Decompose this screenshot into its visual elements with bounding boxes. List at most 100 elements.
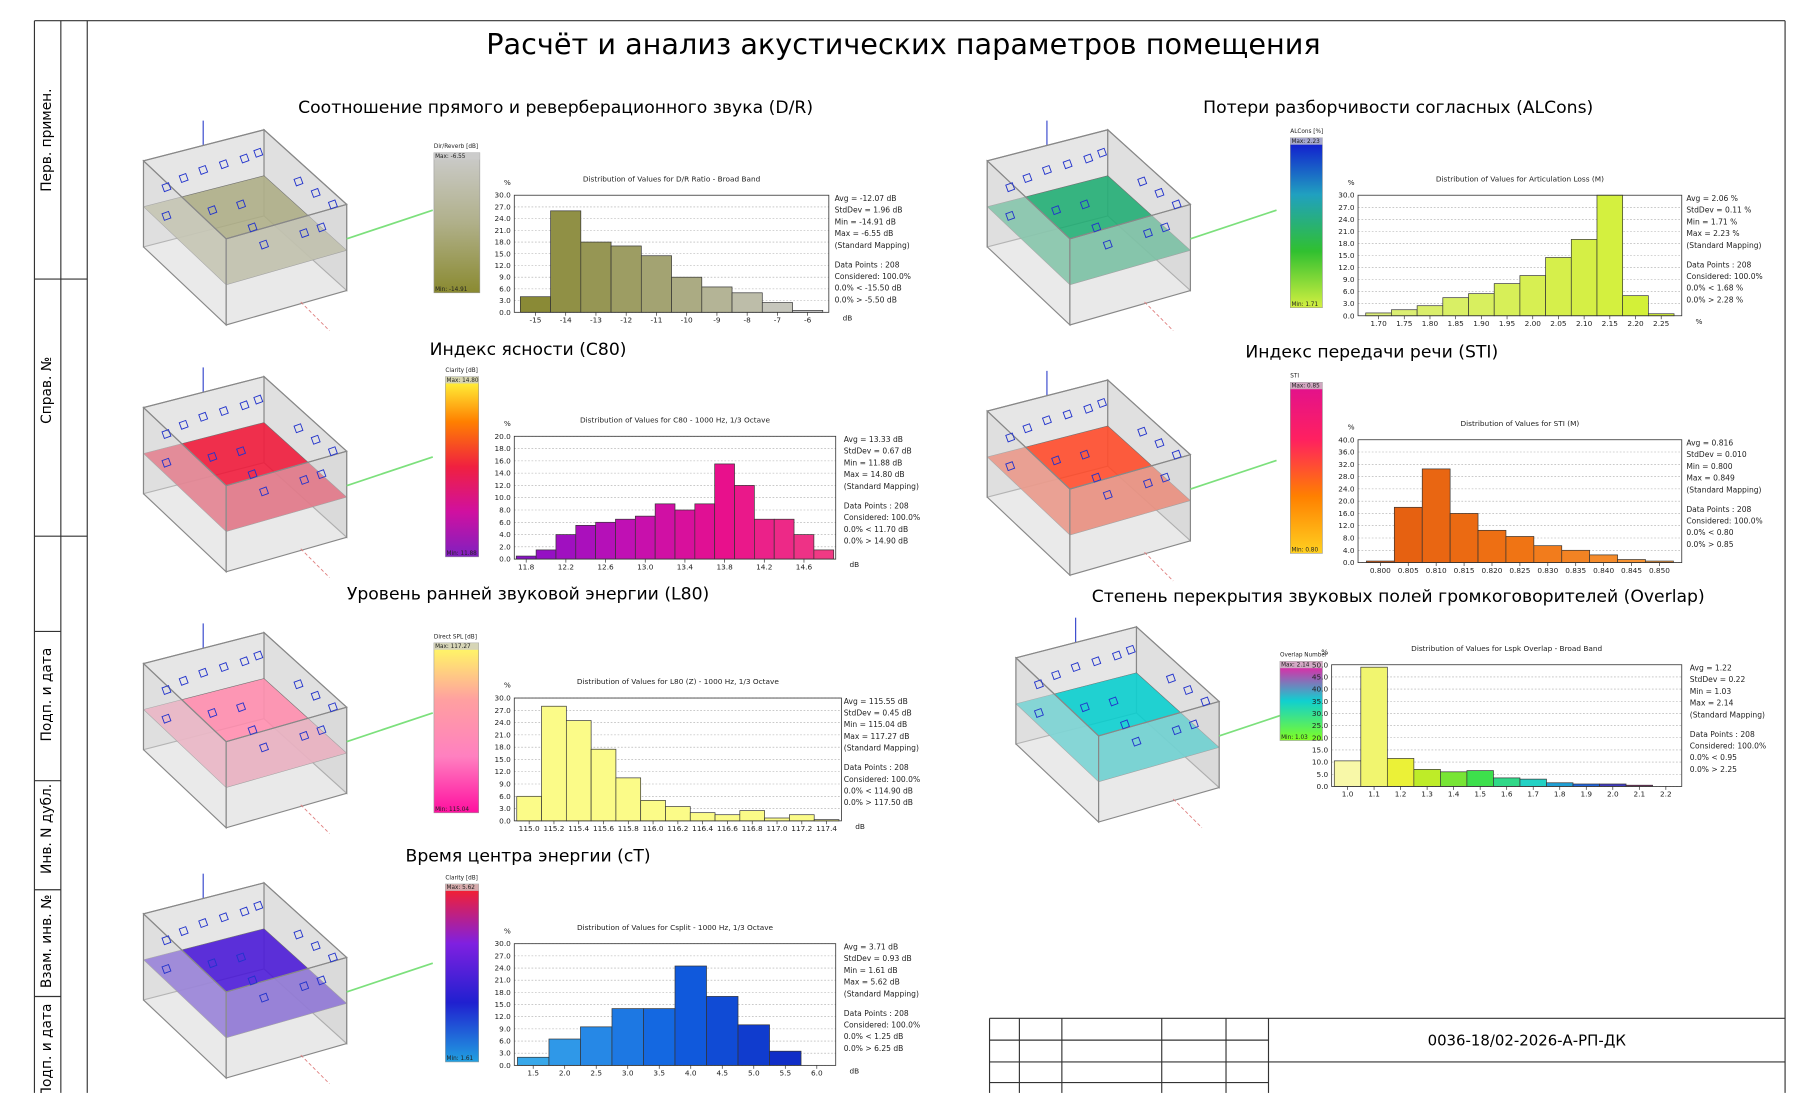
x-tick-label: 0.835	[1565, 566, 1586, 575]
legend-scale	[433, 642, 479, 814]
room-axis	[1172, 798, 1203, 829]
speaker-icon	[247, 975, 258, 986]
panel-heading: Потери разборчивости согласных (ALCons)	[1203, 98, 1593, 118]
plot-frame	[513, 194, 830, 313]
room-axis	[346, 456, 434, 487]
histogram-bar	[575, 525, 596, 560]
speaker-icon	[247, 725, 258, 736]
histogram-bar	[671, 276, 703, 313]
stat-line: (Standard Mapping)	[835, 241, 910, 250]
room-axis	[346, 712, 434, 743]
y-tick-label: 27.0	[495, 706, 512, 715]
histogram-bar	[1596, 194, 1624, 317]
speaker-icon	[1005, 182, 1016, 193]
legend-min: Min: 1.71	[1291, 302, 1318, 308]
y-tick-label: 6.0	[499, 518, 511, 527]
x-tick-label: 5.5	[779, 1069, 791, 1078]
histogram-bar	[654, 503, 676, 560]
stat-line: Considered: 100.0%	[1686, 272, 1762, 281]
x-axis-label: dB	[855, 822, 865, 831]
stat-line: Max = 5.62 dB	[844, 978, 900, 987]
x-tick-label: 14.2	[756, 562, 772, 571]
y-tick-label: 15.0	[495, 1000, 512, 1009]
stat-line: Considered: 100.0%	[844, 775, 920, 784]
stat-line: (Standard Mapping)	[1686, 485, 1761, 494]
y-tick-label: 0.0	[499, 816, 511, 825]
panel-heading: Индекс ясности (C80)	[430, 340, 627, 360]
stat-line: 0.0% > 6.25 dB	[844, 1044, 904, 1053]
y-tick-label: 30.0	[495, 939, 512, 948]
speaker-icon	[1102, 489, 1113, 500]
x-tick-label: 116.4	[692, 824, 713, 833]
stat-line: Avg = 13.33 dB	[844, 435, 903, 444]
x-tick-label: 1.5	[527, 1069, 539, 1078]
y-tick-label: 21.0	[495, 730, 512, 739]
speaker-icon	[310, 940, 321, 951]
room-render	[142, 623, 434, 834]
histogram-bar	[739, 810, 765, 822]
speaker-icon	[1200, 696, 1211, 707]
stat-line: 0.0% < 1.25 dB	[844, 1032, 904, 1041]
histogram-bar	[541, 705, 567, 822]
histogram-bar	[731, 292, 763, 313]
x-tick-label: -6	[804, 316, 812, 325]
histogram-title: Distribution of Values for Articulation …	[1436, 174, 1604, 183]
histogram-bar	[611, 1008, 644, 1066]
histogram-bar	[565, 720, 592, 822]
x-tick-label: 2.20	[1627, 319, 1644, 328]
histogram-bar	[1393, 506, 1423, 563]
room-axis	[1190, 209, 1277, 240]
legend-max-box	[1279, 661, 1323, 669]
room-top	[986, 129, 1192, 240]
y-tick-label: 14.0	[495, 469, 512, 478]
x-tick-label: 2.1	[1633, 790, 1645, 799]
x-tick-label: 2.25	[1653, 319, 1670, 328]
speaker-icon	[299, 981, 310, 992]
speaker-icon	[1091, 222, 1102, 233]
speaker-icon	[198, 164, 209, 175]
histogram-bar	[769, 1050, 802, 1066]
stat-line: Max = 2.14	[1690, 699, 1734, 708]
speaker-icon	[198, 667, 209, 678]
speaker-icon	[1097, 398, 1108, 409]
y-axis-label: %	[1348, 422, 1355, 431]
plot-frame	[1331, 664, 1683, 787]
speaker-icon	[293, 679, 304, 690]
histogram-bar	[1493, 777, 1521, 787]
side-label: Инв. N дубл.	[39, 784, 55, 874]
x-tick-label: 13.8	[716, 562, 733, 571]
speaker-icon	[1160, 472, 1171, 483]
speaker-icon	[1131, 736, 1142, 747]
speaker-icon	[293, 423, 304, 434]
x-tick-label: 115.6	[593, 824, 614, 833]
panel-heading: Индекс передачи речи (STI)	[1245, 342, 1498, 362]
x-axis-label: dB	[849, 560, 859, 569]
x-tick-label: 2.2	[1660, 790, 1672, 799]
speaker-icon	[259, 992, 270, 1003]
x-tick-label: 0.800	[1370, 566, 1391, 575]
y-tick-label: 28.0	[1338, 472, 1355, 481]
speaker-icon	[236, 446, 247, 457]
side-label: Взам. инв. №	[39, 895, 55, 988]
y-tick-label: 3.0	[1343, 299, 1355, 308]
room-axis	[346, 962, 434, 993]
histogram-bar	[1360, 666, 1388, 787]
legend-max: Max: 14.80	[447, 378, 479, 384]
histogram-bar	[701, 286, 733, 313]
speaker-icon	[1142, 478, 1153, 489]
y-tick-label: 18.0	[1338, 239, 1355, 248]
y-tick-label: 24.0	[495, 718, 512, 727]
y-tick-label: 24.0	[495, 214, 512, 223]
frame	[33, 20, 1786, 1093]
y-axis-label: %	[504, 178, 511, 187]
histogram-bar	[555, 534, 577, 560]
y-tick-label: 21.0	[495, 226, 512, 235]
speaker-icon	[327, 199, 338, 210]
y-tick-label: 9.0	[499, 780, 511, 789]
room-top	[1014, 626, 1221, 737]
speaker-icon	[178, 419, 189, 430]
speaker-icon	[1091, 656, 1102, 667]
histogram-bar	[764, 817, 790, 822]
y-tick-label: 3.0	[499, 296, 511, 305]
